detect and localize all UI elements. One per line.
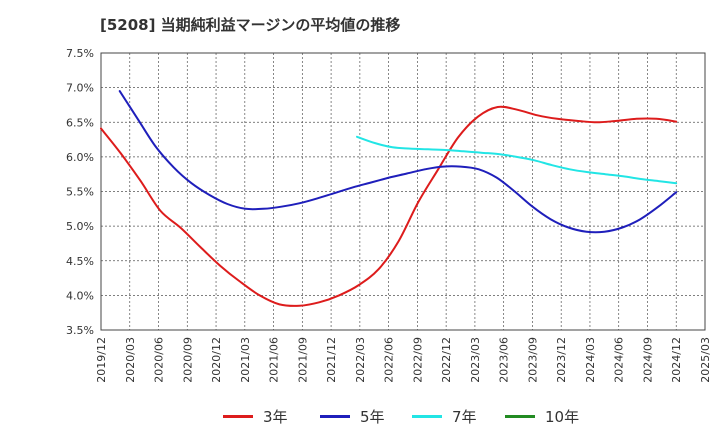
x-tick-label: 2022/06 [383,337,396,383]
legend-item-10y: 10年 [505,404,579,428]
x-tick-label: 2023/03 [469,337,482,383]
series-line-5y [118,90,678,234]
legend-item-7y: 7年 [412,404,477,428]
x-tick-label: 2020/03 [124,337,137,383]
series-lines [100,90,678,307]
y-tick-label: 6.0% [66,151,94,164]
y-tick-label: 5.5% [66,186,94,199]
legend-item-5y: 5年 [320,404,385,428]
legend-item-3y: 3年 [223,404,288,428]
tick-labels: 2019/12 2020/03 2020/06 2020/09 2020/12 2021/… [66,47,712,383]
legend-label-3y: 3年 [263,407,288,426]
legend: 3年 5年 7年 10年 [0,404,720,428]
x-tick-label: 2021/12 [325,337,338,383]
x-tick-label: 2022/09 [411,337,424,383]
legend-label-5y: 5年 [360,407,385,426]
legend-label-7y: 7年 [452,407,477,426]
x-tick-label: 2020/06 [153,337,166,383]
x-tick-label: 2019/12 [95,337,108,383]
y-tick-label: 4.5% [66,255,94,268]
legend-label-10y: 10年 [545,407,580,426]
x-tick-label: 2023/06 [498,337,511,383]
x-tick-label: 2020/12 [210,337,223,383]
legend-swatch-3y [223,414,253,418]
x-tick-label: 2024/12 [670,337,683,383]
x-tick-label: 2023/09 [526,337,539,383]
chart-title: [5208] 当期純利益マージンの平均値の推移 [100,16,401,34]
x-tick-label: 2021/06 [268,337,281,383]
x-tick-label: 2020/09 [181,337,194,383]
x-tick-label: 2022/12 [440,337,453,383]
x-tick-label: 2021/03 [239,337,252,383]
x-tick-label: 2021/09 [296,337,309,383]
y-tick-label: 7.5% [66,47,94,60]
x-tick-label: 2022/03 [354,337,367,383]
x-tick-label: 2023/12 [555,337,568,383]
line-chart: 2019/12 2020/03 2020/06 2020/09 2020/12 2021/… [66,47,712,383]
x-tick-label: 2024/09 [641,337,654,383]
y-tick-label: 6.5% [66,116,94,129]
y-tick-label: 4.0% [66,289,94,302]
y-tick-label: 7.0% [66,82,94,95]
plot-frame [100,52,706,331]
legend-swatch-7y [412,414,442,418]
axes [100,52,706,331]
x-tick-label: 2024/03 [584,337,597,383]
series-line-7y [356,135,678,185]
series-line-3y [100,105,678,307]
legend-swatch-5y [320,414,350,418]
x-tick-label: 2025/03 [699,337,712,383]
grid-lines [101,53,705,330]
legend-swatch-10y [505,414,535,418]
y-tick-label: 3.5% [66,324,94,337]
x-tick-label: 2024/06 [613,337,626,383]
y-tick-label: 5.0% [66,220,94,233]
